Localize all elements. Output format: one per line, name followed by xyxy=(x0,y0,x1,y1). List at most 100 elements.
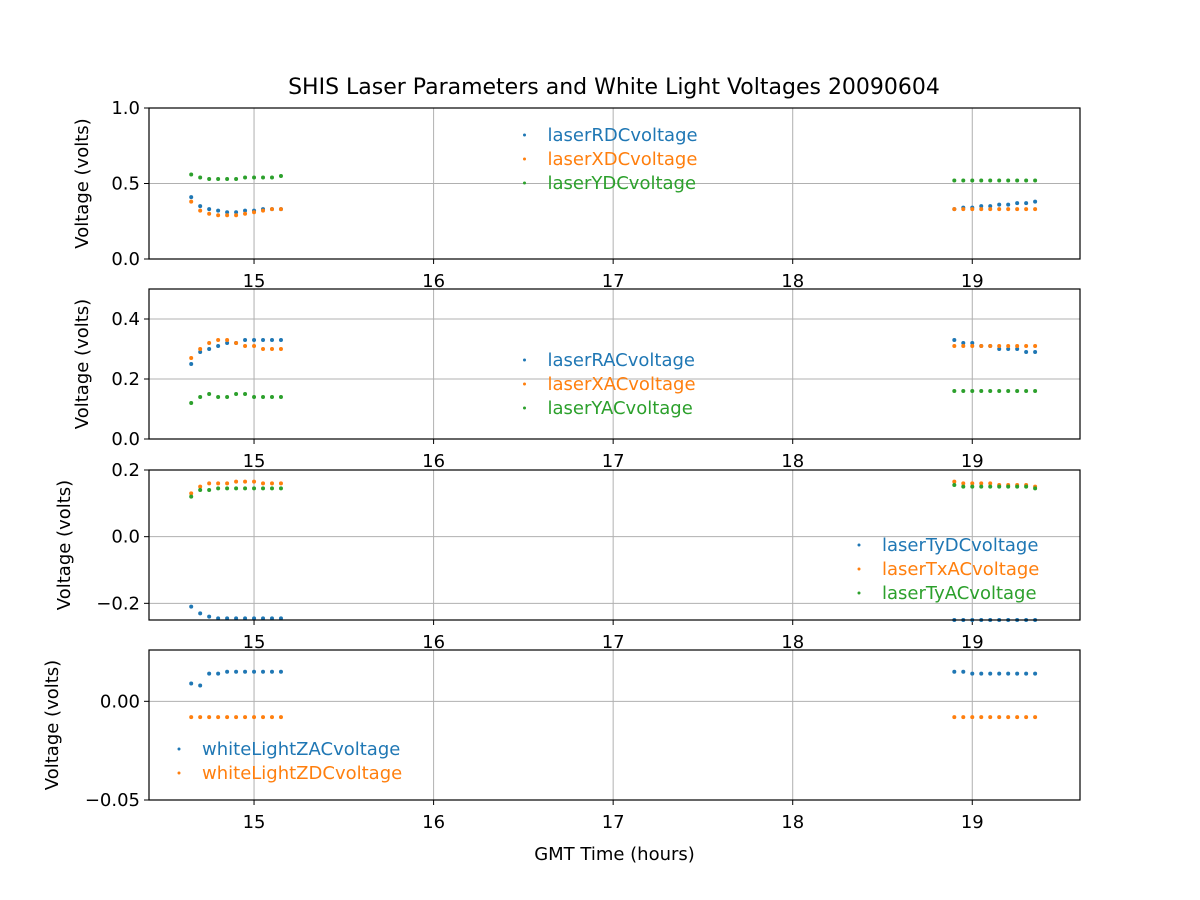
x-tick-label: 17 xyxy=(602,451,625,472)
legend-label: laserTyDCvoltage xyxy=(882,535,1038,556)
point xyxy=(189,199,194,204)
point xyxy=(979,389,984,393)
point xyxy=(243,486,248,491)
point xyxy=(1033,389,1038,393)
x-tick-label: 18 xyxy=(781,812,804,833)
point xyxy=(988,207,993,212)
x-tick-label: 17 xyxy=(602,812,625,833)
point xyxy=(1006,344,1011,348)
point xyxy=(988,344,993,348)
x-tick-label: 15 xyxy=(243,632,266,653)
point xyxy=(979,671,984,676)
point xyxy=(1024,389,1029,393)
point xyxy=(261,338,266,342)
point xyxy=(952,715,957,720)
point xyxy=(225,486,230,491)
point xyxy=(952,483,957,487)
point xyxy=(189,172,194,177)
point xyxy=(216,344,221,348)
point xyxy=(952,338,957,342)
point xyxy=(970,341,975,345)
point xyxy=(252,338,257,342)
point xyxy=(243,338,248,342)
point xyxy=(1015,347,1020,351)
legend-label: laserYACvoltage xyxy=(548,398,693,419)
point xyxy=(189,715,194,720)
point xyxy=(225,669,230,674)
point xyxy=(207,347,212,351)
point xyxy=(961,481,966,486)
point xyxy=(216,715,221,720)
point xyxy=(970,715,975,720)
point xyxy=(961,344,966,348)
point xyxy=(1033,671,1038,676)
point xyxy=(952,669,957,674)
point xyxy=(1024,715,1029,720)
point xyxy=(269,395,274,399)
y-tick-label: 0.00 xyxy=(100,691,140,712)
point xyxy=(225,176,230,181)
point xyxy=(269,616,274,621)
point xyxy=(1006,207,1011,212)
point xyxy=(261,481,266,486)
point xyxy=(988,484,993,489)
y-axis-label: Voltage (volts) xyxy=(42,660,63,790)
point xyxy=(207,488,212,492)
point xyxy=(961,207,966,212)
x-tick-label: 16 xyxy=(422,632,445,653)
point xyxy=(234,669,239,674)
point xyxy=(997,344,1002,348)
legend-label: laserTxACvoltage xyxy=(882,559,1039,580)
point xyxy=(261,616,266,621)
point xyxy=(198,175,203,180)
point xyxy=(207,341,212,345)
point xyxy=(952,344,957,348)
point xyxy=(961,715,966,720)
point xyxy=(225,481,230,486)
point xyxy=(269,338,274,342)
point xyxy=(243,344,248,348)
point xyxy=(1024,484,1029,489)
point xyxy=(979,204,984,209)
point xyxy=(261,669,266,674)
point xyxy=(252,395,257,399)
point xyxy=(243,715,248,720)
point xyxy=(269,175,274,180)
point xyxy=(198,208,203,213)
y-tick-label: −0.05 xyxy=(85,790,140,811)
legend-label: whiteLightZDCvoltage xyxy=(202,763,402,784)
axes-frame xyxy=(148,107,1081,260)
x-tick-label: 15 xyxy=(243,812,266,833)
point xyxy=(216,486,221,491)
point xyxy=(1006,715,1011,720)
legend-marker xyxy=(177,747,181,751)
legend-marker xyxy=(523,382,526,386)
x-tick-label: 17 xyxy=(602,271,625,292)
point xyxy=(269,207,274,212)
point xyxy=(216,208,221,213)
x-tick-label: 18 xyxy=(781,451,804,472)
point xyxy=(225,338,230,342)
y-tick-label: 0.0 xyxy=(111,527,140,548)
point xyxy=(979,481,984,486)
point xyxy=(225,616,230,621)
point xyxy=(970,389,975,393)
point xyxy=(988,204,993,209)
point xyxy=(243,616,248,621)
legend-label: laserXACvoltage xyxy=(548,374,696,395)
point xyxy=(261,486,266,491)
point xyxy=(189,491,194,496)
axes-frame xyxy=(148,469,1081,621)
y-tick-label: −0.2 xyxy=(96,593,140,614)
point xyxy=(243,175,248,180)
x-axis-label: GMT Time (hours) xyxy=(534,844,695,865)
point xyxy=(970,178,975,183)
point xyxy=(216,176,221,181)
point xyxy=(278,616,283,621)
point xyxy=(252,344,257,348)
point xyxy=(961,178,966,183)
point xyxy=(1006,389,1011,393)
point xyxy=(1033,199,1038,204)
point xyxy=(1024,178,1029,183)
point xyxy=(252,210,257,215)
